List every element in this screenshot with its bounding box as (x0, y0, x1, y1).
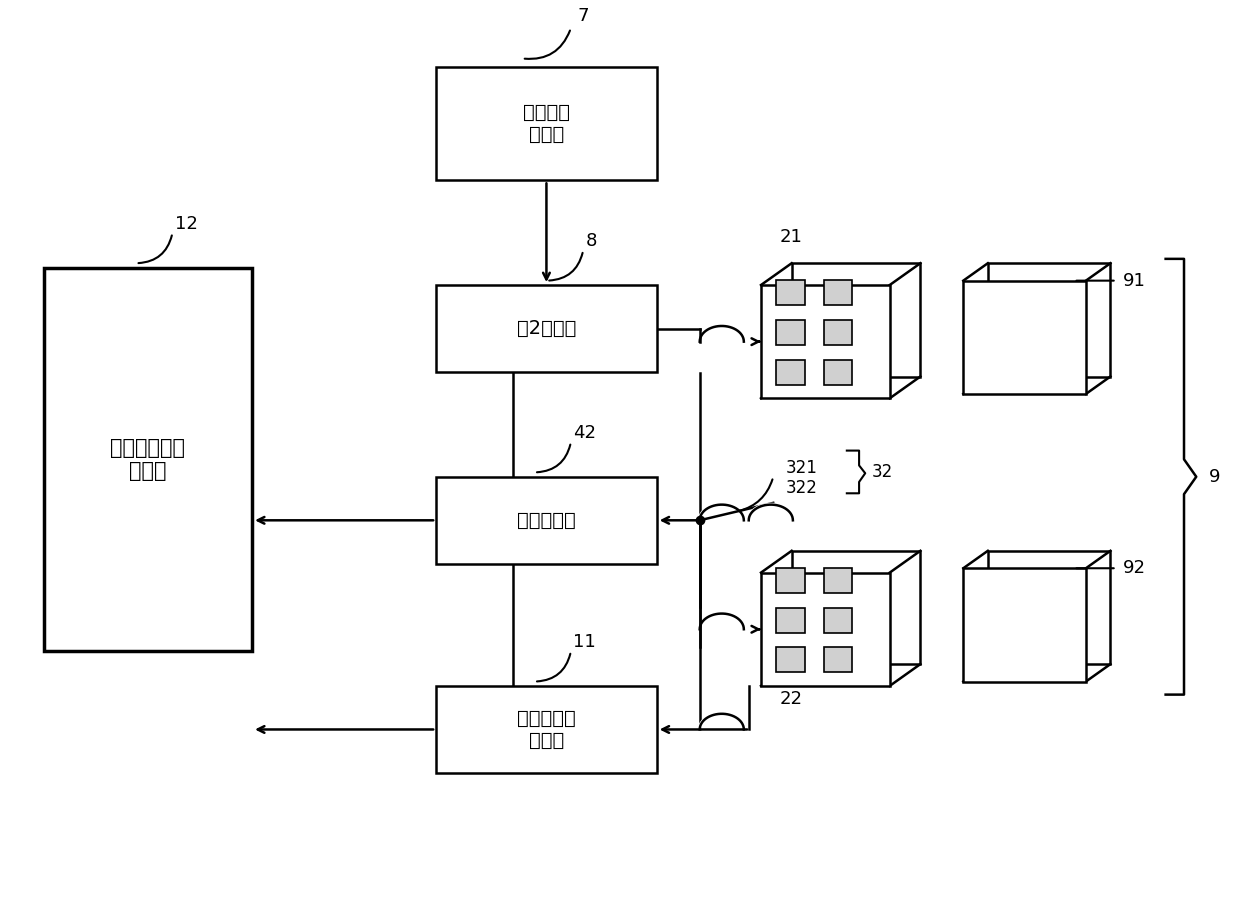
Text: 第2驱动部: 第2驱动部 (517, 319, 577, 338)
FancyBboxPatch shape (436, 67, 657, 180)
Text: 21: 21 (780, 228, 802, 245)
Text: 32: 32 (872, 464, 893, 482)
Text: 321: 321 (785, 459, 817, 477)
Polygon shape (776, 360, 805, 385)
Polygon shape (791, 263, 920, 376)
FancyBboxPatch shape (436, 477, 657, 564)
Polygon shape (825, 360, 852, 385)
Polygon shape (825, 648, 852, 672)
Text: 亮度降低率
存储部: 亮度降低率 存储部 (517, 709, 575, 750)
FancyBboxPatch shape (436, 285, 657, 373)
Polygon shape (825, 320, 852, 345)
Polygon shape (988, 263, 1111, 376)
Text: 92: 92 (1122, 559, 1146, 577)
Text: 亮度校正系数
计算部: 亮度校正系数 计算部 (110, 437, 186, 481)
Text: 12: 12 (175, 215, 198, 233)
Polygon shape (963, 568, 1086, 682)
Text: 22: 22 (780, 690, 802, 708)
Polygon shape (776, 281, 805, 306)
Polygon shape (776, 648, 805, 672)
Text: 9: 9 (1209, 468, 1220, 486)
FancyBboxPatch shape (43, 268, 252, 651)
Text: 11: 11 (573, 633, 596, 651)
Text: 驱动数据
生成部: 驱动数据 生成部 (523, 103, 570, 144)
Polygon shape (963, 281, 1086, 394)
Polygon shape (761, 573, 890, 686)
Polygon shape (761, 285, 890, 399)
Polygon shape (825, 608, 852, 632)
Text: 42: 42 (573, 424, 596, 442)
Text: 温度存储部: 温度存储部 (517, 511, 575, 529)
FancyBboxPatch shape (436, 686, 657, 773)
Polygon shape (776, 320, 805, 345)
Text: 322: 322 (785, 479, 817, 497)
Text: 7: 7 (577, 7, 589, 25)
Polygon shape (791, 551, 920, 664)
Text: 8: 8 (585, 232, 596, 250)
Polygon shape (776, 608, 805, 632)
Polygon shape (825, 281, 852, 306)
Polygon shape (825, 568, 852, 593)
Polygon shape (988, 551, 1111, 664)
Polygon shape (776, 568, 805, 593)
Text: 91: 91 (1122, 272, 1146, 290)
